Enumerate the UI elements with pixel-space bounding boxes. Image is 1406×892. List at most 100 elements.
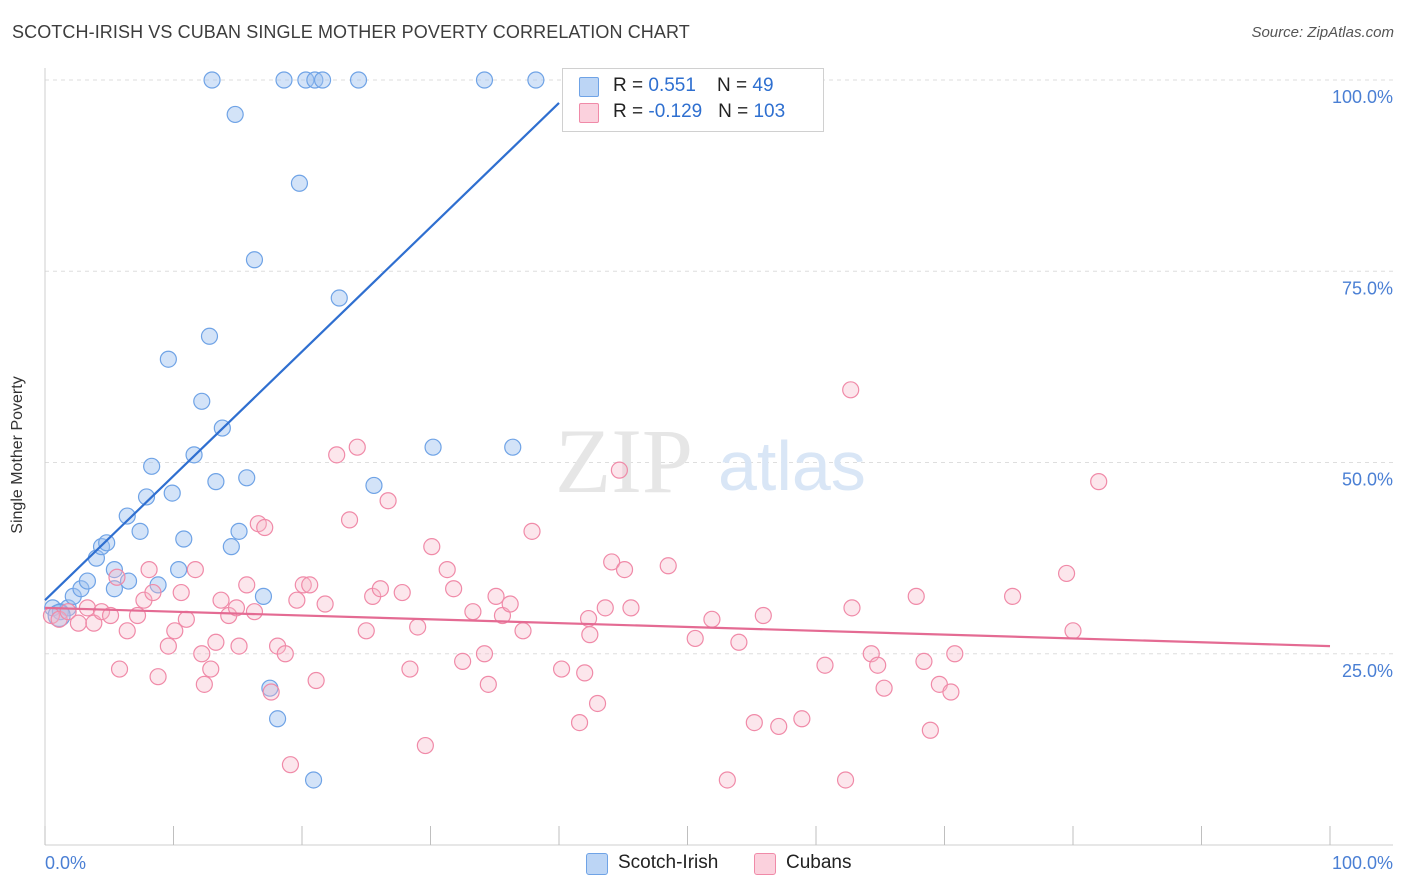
legend-n-label: N = xyxy=(717,75,753,96)
point-cubans xyxy=(379,492,397,510)
point-scotch-irish xyxy=(118,507,136,525)
point-cubans xyxy=(1090,473,1108,491)
point-scotch-irish xyxy=(297,71,315,89)
point-cubans xyxy=(659,557,677,575)
point-cubans xyxy=(307,671,325,690)
x-tick-label: 0.0% xyxy=(45,853,86,873)
point-cubans xyxy=(177,610,195,628)
point-scotch-irish xyxy=(159,350,177,368)
tick-label-layer: 25.0% 50.0% 75.0% 100.0% 0.0% 100.0% xyxy=(45,87,1393,873)
trend-line-cubans xyxy=(44,606,1331,648)
point-cubans xyxy=(193,645,211,663)
point-scotch-irish xyxy=(230,522,248,540)
point-cubans xyxy=(588,694,607,713)
point-scotch-irish xyxy=(226,105,244,124)
point-scotch-irish xyxy=(78,572,97,590)
point-cubans xyxy=(475,645,494,663)
trend-layer xyxy=(44,102,1331,648)
point-cubans xyxy=(552,660,571,678)
point-cubans xyxy=(843,599,861,617)
point-scotch-irish xyxy=(245,251,264,269)
point-cubans xyxy=(195,675,213,693)
point-cubans xyxy=(227,599,246,617)
point-cubans xyxy=(875,679,893,697)
point-cubans xyxy=(140,560,158,579)
legend-n-label: N = xyxy=(718,101,754,122)
point-cubans xyxy=(230,637,248,655)
point-cubans xyxy=(316,595,334,613)
point-cubans xyxy=(256,518,274,537)
point-scotch-irish xyxy=(268,710,287,728)
point-cubans xyxy=(69,614,88,632)
chart-source: Source: ZipAtlas.com xyxy=(1251,24,1394,41)
point-cubans xyxy=(166,622,184,640)
watermark: ZIP atlas xyxy=(555,410,866,512)
point-cubans xyxy=(328,446,346,464)
legend-r-value: 0.551 xyxy=(648,75,696,96)
point-cubans xyxy=(514,622,532,640)
y-tick-label: 100.0% xyxy=(1332,87,1393,107)
point-cubans xyxy=(754,606,772,625)
point-cubans xyxy=(622,599,640,617)
point-cubans xyxy=(576,664,594,682)
point-scotch-irish xyxy=(330,289,348,307)
point-scotch-irish xyxy=(365,476,383,495)
point-scotch-irish xyxy=(98,534,116,552)
point-scotch-irish xyxy=(222,538,240,556)
point-cubans xyxy=(159,637,177,655)
point-cubans xyxy=(348,438,366,456)
point-cubans xyxy=(110,660,129,678)
point-cubans xyxy=(118,622,136,640)
point-cubans xyxy=(245,603,264,621)
grid-layer xyxy=(45,79,1393,655)
point-scotch-irish xyxy=(349,71,368,89)
point-cubans xyxy=(340,511,359,529)
point-cubans xyxy=(281,756,300,774)
legend-swatch-cubans xyxy=(579,103,599,123)
point-scotch-irish xyxy=(475,71,494,89)
point-cubans xyxy=(301,576,319,594)
point-cubans xyxy=(770,717,788,736)
point-cubans xyxy=(202,660,220,678)
point-cubans xyxy=(108,568,126,586)
point-cubans xyxy=(1064,622,1082,640)
point-cubans xyxy=(1057,564,1076,583)
point-cubans xyxy=(288,591,306,609)
point-scotch-irish xyxy=(254,587,273,605)
chart-title: SCOTCH-IRISH VS CUBAN SINGLE MOTHER POVE… xyxy=(12,22,690,42)
point-cubans xyxy=(172,583,190,602)
point-scotch-irish xyxy=(193,392,211,410)
y-tick-label: 75.0% xyxy=(1342,278,1393,298)
series-legend-label-scotch-irish: Scotch-Irish xyxy=(618,852,719,873)
point-cubans xyxy=(212,591,230,609)
point-cubans xyxy=(149,668,167,686)
legend-r-value: -0.129 xyxy=(648,101,703,122)
point-scotch-irish xyxy=(170,560,188,579)
y-tick-label: 25.0% xyxy=(1342,661,1393,681)
point-cubans xyxy=(907,587,925,605)
series-legend-label-cubans: Cubans xyxy=(786,852,852,873)
point-scotch-irish xyxy=(313,71,332,89)
point-scotch-irish xyxy=(131,522,149,540)
point-cubans xyxy=(487,587,505,605)
legend-r-label: R = xyxy=(613,101,649,122)
point-cubans xyxy=(570,713,589,732)
point-cubans xyxy=(946,645,964,663)
point-cubans xyxy=(942,683,960,701)
point-cubans xyxy=(603,553,621,571)
watermark-zip: ZIP xyxy=(555,410,693,512)
legend-r-label: R = xyxy=(613,75,649,96)
point-cubans xyxy=(915,652,933,671)
point-cubans xyxy=(144,583,162,602)
point-cubans xyxy=(610,461,628,479)
point-cubans xyxy=(745,713,763,732)
legend-n-value: 49 xyxy=(752,75,774,96)
point-cubans xyxy=(416,736,434,755)
axis-layer xyxy=(44,68,1393,846)
point-cubans xyxy=(921,721,939,739)
point-scotch-irish xyxy=(207,473,225,491)
point-cubans xyxy=(579,609,598,628)
series-legend-swatch-cubans xyxy=(754,853,776,875)
point-scotch-irish xyxy=(238,469,256,487)
point-scotch-irish xyxy=(143,457,161,475)
